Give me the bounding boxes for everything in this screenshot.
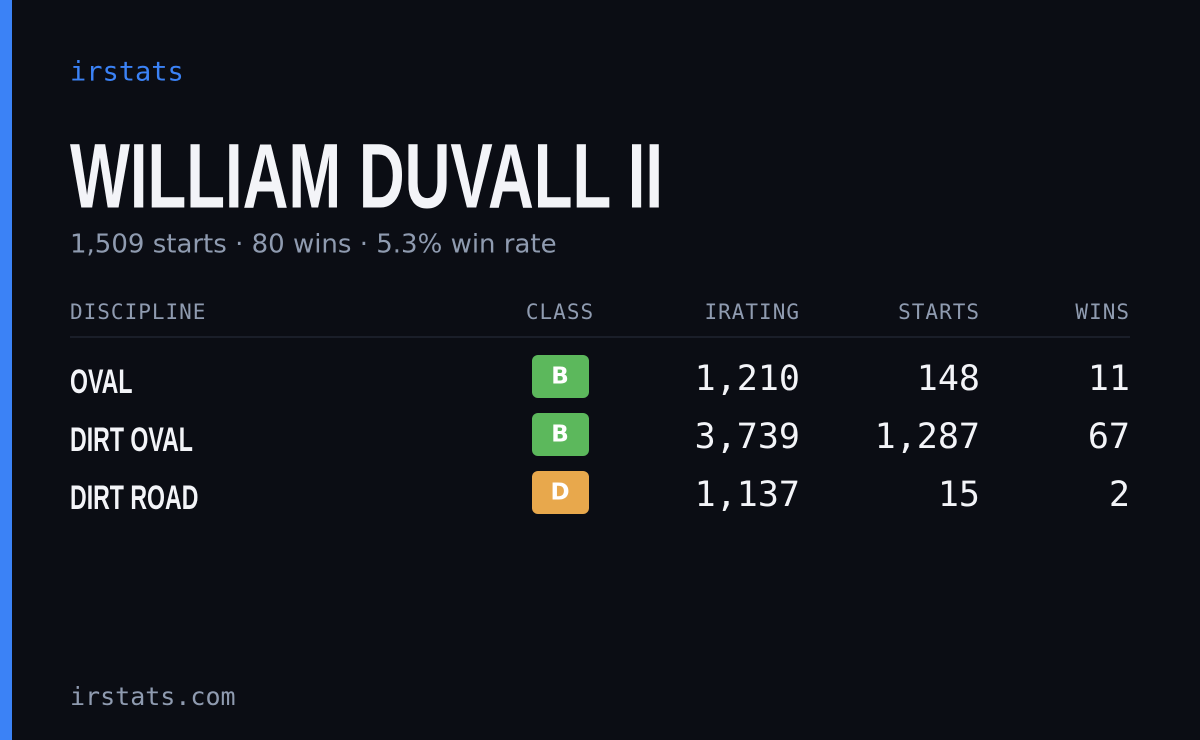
column-header: CLASS bbox=[526, 300, 594, 324]
class-badge bbox=[532, 355, 589, 398]
column-header: IRATING bbox=[704, 300, 800, 324]
discipline: DIRT ROAD bbox=[70, 479, 198, 517]
wins: 67 bbox=[1088, 417, 1130, 457]
accent-bar bbox=[0, 0, 12, 740]
class-letter: B bbox=[551, 422, 569, 448]
footer: irstats.com bbox=[70, 682, 236, 711]
column-header: STARTS bbox=[898, 300, 980, 324]
wins: 2 bbox=[1109, 475, 1130, 515]
starts: 1,287 bbox=[875, 417, 980, 457]
class-badge bbox=[532, 413, 589, 456]
driver-summary: 1,509 starts · 80 wins · 5.3% win rate bbox=[70, 230, 557, 260]
starts: 148 bbox=[917, 359, 980, 399]
wins: 11 bbox=[1088, 359, 1130, 399]
column-header: DISCIPLINE bbox=[70, 300, 206, 324]
starts: 15 bbox=[938, 475, 980, 515]
irating: 1,210 bbox=[695, 359, 800, 399]
class-letter: D bbox=[550, 480, 569, 506]
column-header: WINS bbox=[1075, 300, 1130, 324]
driver-name: WILLIAM DUVALL II bbox=[70, 125, 663, 227]
discipline: DIRT OVAL bbox=[70, 421, 193, 459]
brand: irstats bbox=[70, 57, 184, 88]
irating: 1,137 bbox=[695, 475, 800, 515]
irating: 3,739 bbox=[695, 417, 800, 457]
discipline: OVAL bbox=[70, 363, 133, 401]
class-badge bbox=[532, 471, 589, 514]
class-letter: B bbox=[551, 364, 569, 390]
